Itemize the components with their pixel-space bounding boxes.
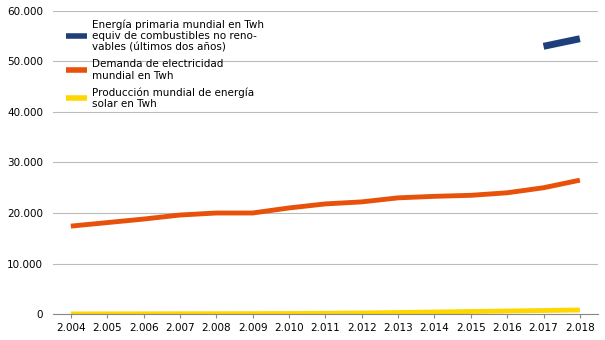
- Producción mundial de energía
solar en Twh: [286, 311, 293, 316]
- Legend: Energía primaria mundial en Twh
equiv de combustibles no reno-
vables (últimos d: Energía primaria mundial en Twh equiv de…: [64, 16, 267, 112]
- Producción mundial de energía
solar en Twh: [67, 312, 74, 316]
- Producción mundial de energía
solar en Twh: [103, 312, 111, 316]
- Demanda de electricidad
mundial en Twh: [431, 194, 438, 198]
- Demanda de electricidad
mundial en Twh: [358, 200, 365, 204]
- Producción mundial de energía
solar en Twh: [249, 311, 257, 316]
- Demanda de electricidad
mundial en Twh: [140, 217, 147, 221]
- Demanda de electricidad
mundial en Twh: [67, 224, 74, 228]
- Demanda de electricidad
mundial en Twh: [249, 211, 257, 215]
- Producción mundial de energía
solar en Twh: [212, 312, 220, 316]
- Demanda de electricidad
mundial en Twh: [540, 186, 547, 190]
- Producción mundial de energía
solar en Twh: [394, 310, 402, 314]
- Line: Producción mundial de energía
solar en Twh: Producción mundial de energía solar en T…: [71, 310, 580, 314]
- Producción mundial de energía
solar en Twh: [431, 310, 438, 314]
- Producción mundial de energía
solar en Twh: [576, 308, 583, 312]
- Producción mundial de energía
solar en Twh: [467, 309, 474, 313]
- Demanda de electricidad
mundial en Twh: [103, 221, 111, 225]
- Energía primaria mundial en Twh
equiv de combustibles no reno-
vables (últimos dos años): [540, 44, 547, 48]
- Demanda de electricidad
mundial en Twh: [286, 206, 293, 210]
- Demanda de electricidad
mundial en Twh: [322, 202, 329, 206]
- Producción mundial de energía
solar en Twh: [140, 312, 147, 316]
- Demanda de electricidad
mundial en Twh: [176, 213, 183, 217]
- Producción mundial de energía
solar en Twh: [358, 311, 365, 315]
- Demanda de electricidad
mundial en Twh: [503, 191, 511, 195]
- Energía primaria mundial en Twh
equiv de combustibles no reno-
vables (últimos dos años): [576, 37, 583, 41]
- Demanda de electricidad
mundial en Twh: [212, 211, 220, 215]
- Demanda de electricidad
mundial en Twh: [576, 178, 583, 182]
- Demanda de electricidad
mundial en Twh: [467, 193, 474, 197]
- Producción mundial de energía
solar en Twh: [540, 308, 547, 312]
- Line: Demanda de electricidad
mundial en Twh: Demanda de electricidad mundial en Twh: [71, 180, 580, 226]
- Producción mundial de energía
solar en Twh: [176, 312, 183, 316]
- Demanda de electricidad
mundial en Twh: [394, 196, 402, 200]
- Line: Energía primaria mundial en Twh
equiv de combustibles no reno-
vables (últimos dos años): Energía primaria mundial en Twh equiv de…: [543, 39, 580, 46]
- Producción mundial de energía
solar en Twh: [503, 309, 511, 313]
- Producción mundial de energía
solar en Twh: [322, 311, 329, 315]
